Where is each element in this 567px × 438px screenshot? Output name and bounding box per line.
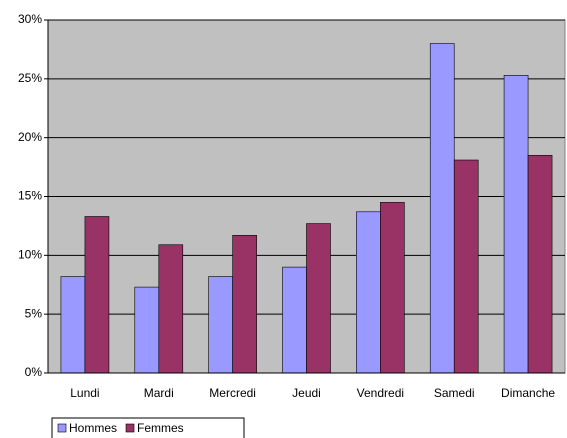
legend-label: Hommes <box>69 421 117 435</box>
y-tick-label: 5% <box>25 306 43 320</box>
legend-swatch <box>57 423 67 433</box>
y-tick-label: 25% <box>18 71 42 85</box>
y-tick-label: 10% <box>18 248 42 262</box>
legend-label: Femmes <box>137 421 184 435</box>
y-tick-label: 30% <box>18 12 42 26</box>
bar <box>503 75 529 374</box>
legend-box <box>51 417 245 438</box>
bar <box>232 235 257 374</box>
bar <box>527 155 553 374</box>
bar <box>60 276 86 374</box>
legend-swatch <box>125 423 135 433</box>
bar <box>306 223 331 374</box>
bar <box>453 159 479 374</box>
bar <box>356 211 381 374</box>
x-tick-label: Jeudi <box>292 386 321 400</box>
y-tick-label: 0% <box>25 365 43 379</box>
bar <box>282 266 307 374</box>
bar <box>208 276 233 374</box>
x-tick-label: Lundi <box>70 386 99 400</box>
x-tick-label: Mercredi <box>209 386 256 400</box>
x-tick-label: Mardi <box>144 386 174 400</box>
bar <box>134 286 160 374</box>
y-tick-label: 15% <box>18 189 42 203</box>
y-tick-label: 20% <box>18 130 42 144</box>
bar <box>84 216 110 374</box>
x-tick-label: Samedi <box>434 386 475 400</box>
x-tick-label: Dimanche <box>501 386 555 400</box>
bar <box>380 202 405 374</box>
x-tick-label: Vendredi <box>357 386 404 400</box>
bar <box>158 244 184 374</box>
bar <box>429 43 455 374</box>
